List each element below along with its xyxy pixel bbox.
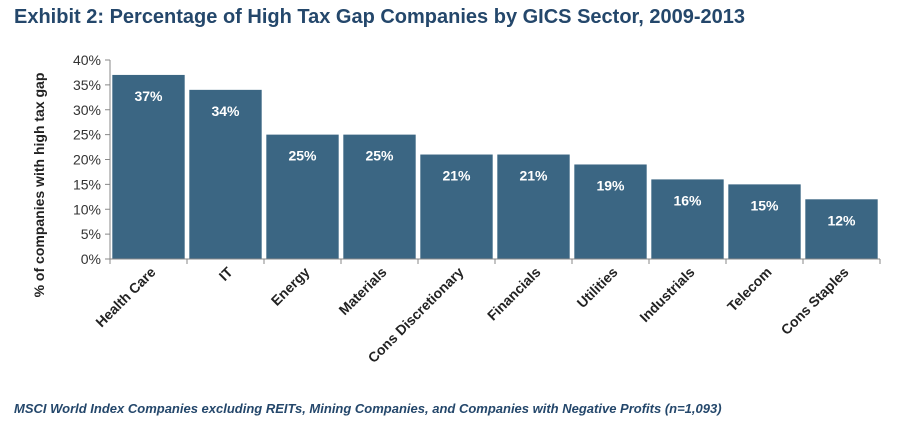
bar-cons-staples xyxy=(805,199,878,259)
data-label-cons-discretionary: 21% xyxy=(442,168,471,184)
data-label-industrials: 16% xyxy=(673,192,702,208)
bar-utilities xyxy=(574,164,647,259)
x-tick-label-energy: Energy xyxy=(268,264,313,309)
y-axis-label: % of companies with high tax gap xyxy=(31,73,47,298)
y-axis-ticks: 0% 5% 10% 15% 20% 25% 30% 35% 40% xyxy=(73,52,110,267)
x-tick-label-it: IT xyxy=(216,263,236,283)
data-label-energy: 25% xyxy=(288,148,317,164)
data-label-health-care: 37% xyxy=(134,88,163,104)
bar-health-care xyxy=(112,74,185,259)
bar-chart: % of companies with high tax gap 0% 5% 10%… xyxy=(31,52,881,366)
bar-it xyxy=(189,89,262,259)
data-label-cons-staples: 12% xyxy=(827,212,856,228)
y-tick-label: 35% xyxy=(73,77,101,93)
y-tick-label: 5% xyxy=(81,226,101,242)
data-label-it: 34% xyxy=(211,103,240,119)
bar-telecom xyxy=(728,184,801,259)
y-tick-label: 20% xyxy=(73,152,101,168)
data-label-telecom: 15% xyxy=(750,197,779,213)
bar-industrials xyxy=(651,179,724,259)
y-tick-label: 40% xyxy=(73,52,101,68)
x-tick-label-health-care: Health Care xyxy=(92,264,158,330)
chart-title: Exhibit 2: Percentage of High Tax Gap Co… xyxy=(14,6,745,28)
bars: 37% 34% 25% 25% 21% 21% 19% 16% 15% 12% xyxy=(112,74,878,259)
y-tick-label: 30% xyxy=(73,102,101,118)
chart-footnote: MSCI World Index Companies excluding REI… xyxy=(14,401,722,416)
x-tick-label-financials: Financials xyxy=(484,264,544,324)
x-tick-label-industrials: Industrials xyxy=(636,264,698,326)
y-tick-label: 0% xyxy=(81,251,101,267)
bar-materials xyxy=(343,134,416,259)
bar-cons-discretionary xyxy=(420,154,493,259)
data-label-financials: 21% xyxy=(519,168,548,184)
bar-energy xyxy=(266,134,339,259)
bar-financials xyxy=(497,154,570,259)
data-label-materials: 25% xyxy=(365,148,394,164)
x-tick-label-telecom: Telecom xyxy=(724,264,775,315)
x-tick-label-materials: Materials xyxy=(335,264,389,318)
y-tick-label: 10% xyxy=(73,201,101,217)
x-tick-label-utilities: Utilities xyxy=(574,264,621,311)
data-label-utilities: 19% xyxy=(596,177,625,193)
x-tick-label-cons-staples: Cons Staples xyxy=(778,264,852,338)
y-tick-label: 25% xyxy=(73,127,101,143)
y-tick-label: 15% xyxy=(73,176,101,192)
